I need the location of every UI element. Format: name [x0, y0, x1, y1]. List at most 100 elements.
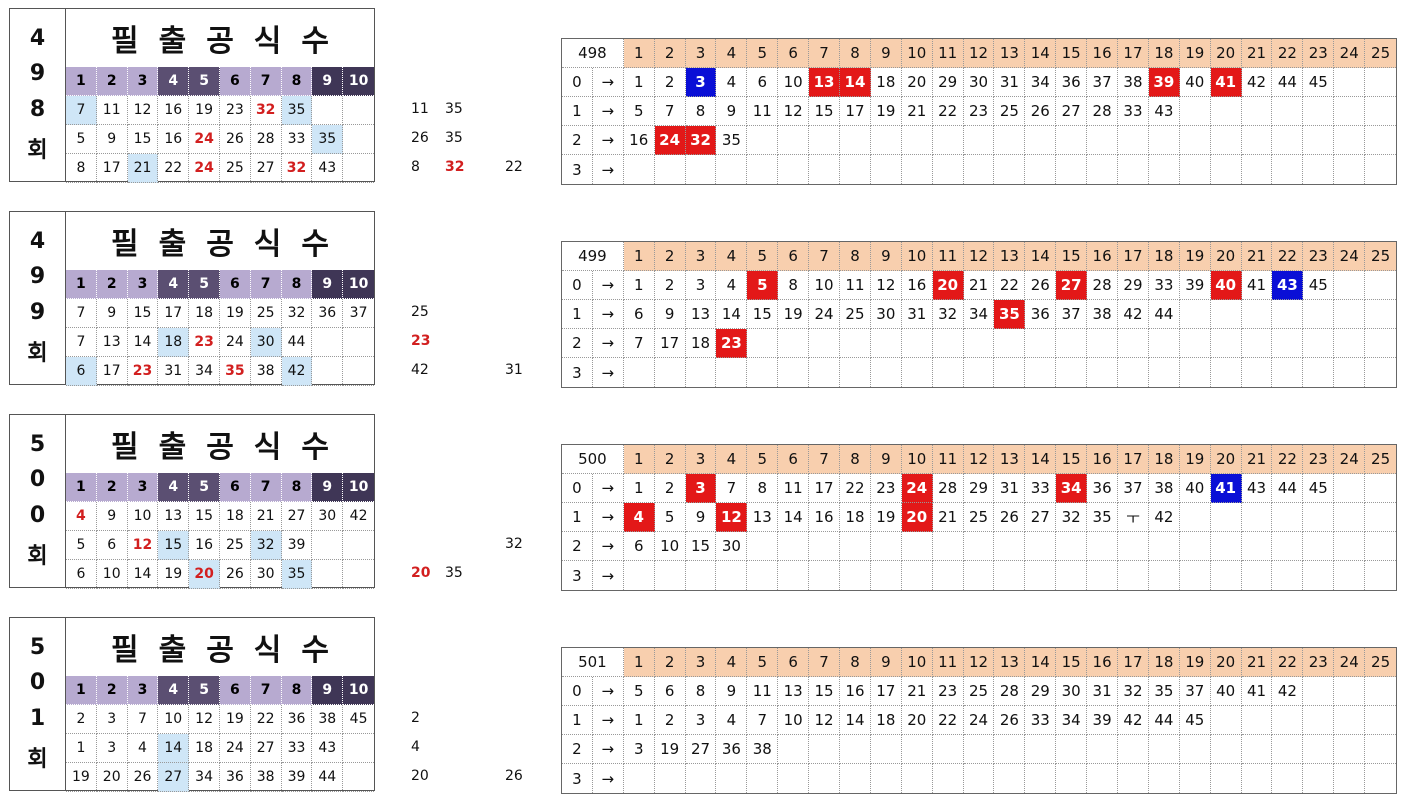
column-number[interactable]: 21 — [1241, 445, 1273, 474]
formula-cell[interactable]: 26 — [127, 763, 159, 792]
column-number[interactable]: 18 — [1148, 445, 1180, 474]
frequency-cell[interactable]: 7 — [623, 329, 655, 358]
frequency-cell[interactable] — [870, 532, 902, 561]
formula-cell[interactable]: 14 — [127, 328, 159, 357]
frequency-cell[interactable]: 12 — [778, 97, 810, 126]
header-cell[interactable]: 1 — [66, 67, 97, 96]
header-cell[interactable]: 1 — [66, 473, 97, 502]
formula-cell[interactable]: 32 — [281, 299, 313, 328]
frequency-cell[interactable]: 31 — [994, 68, 1026, 97]
frequency-cell[interactable] — [840, 532, 871, 561]
frequency-cell[interactable] — [778, 532, 810, 561]
frequency-cell[interactable] — [1365, 503, 1397, 532]
frequency-cell[interactable]: 22 — [840, 474, 871, 503]
header-cell[interactable]: 5 — [189, 67, 220, 96]
frequency-cell[interactable]: 4 — [716, 706, 748, 735]
frequency-cell[interactable] — [1365, 300, 1397, 329]
frequency-cell[interactable] — [716, 561, 748, 590]
frequency-cell[interactable]: 29 — [932, 68, 964, 97]
frequency-cell[interactable] — [1365, 97, 1397, 126]
frequency-cell[interactable]: 19 — [778, 300, 810, 329]
frequency-cell[interactable] — [1242, 358, 1273, 387]
frequency-cell[interactable] — [1087, 764, 1119, 793]
column-number[interactable]: 16 — [1087, 242, 1119, 271]
column-number[interactable]: 18 — [1148, 648, 1180, 677]
frequency-key[interactable]: 2 — [562, 735, 593, 764]
frequency-cell[interactable]: 35 — [1087, 503, 1119, 532]
frequency-cell[interactable] — [1118, 329, 1149, 358]
frequency-cell[interactable] — [901, 329, 933, 358]
frequency-cell[interactable] — [809, 764, 841, 793]
formula-cell[interactable]: 25 — [219, 154, 251, 183]
frequency-cell[interactable]: 41 — [1210, 68, 1242, 97]
column-number[interactable]: 19 — [1179, 39, 1211, 68]
frequency-cell[interactable] — [1334, 474, 1366, 503]
side-value[interactable]: 23 — [411, 333, 431, 349]
frequency-cell[interactable] — [1210, 735, 1242, 764]
frequency-cell[interactable] — [1149, 358, 1180, 387]
formula-cell[interactable] — [343, 328, 374, 357]
frequency-cell[interactable] — [1241, 97, 1273, 126]
frequency-cell[interactable] — [1056, 155, 1088, 184]
frequency-cell[interactable] — [1303, 329, 1335, 358]
header-cell[interactable]: 3 — [127, 676, 159, 705]
frequency-cell[interactable] — [964, 155, 995, 184]
frequency-cell[interactable] — [901, 735, 933, 764]
frequency-cell[interactable]: 20 — [901, 503, 933, 532]
column-number[interactable]: 9 — [870, 648, 902, 677]
frequency-cell[interactable]: ㅜ — [1118, 503, 1149, 532]
column-number[interactable]: 19 — [1179, 242, 1211, 271]
formula-cell[interactable]: 15 — [189, 502, 220, 531]
column-number[interactable]: 12 — [963, 242, 995, 271]
header-cell[interactable]: 4 — [158, 473, 190, 502]
formula-cell[interactable] — [343, 560, 374, 589]
frequency-cell[interactable]: 5 — [623, 677, 655, 706]
frequency-cell[interactable] — [1241, 126, 1273, 155]
frequency-cell[interactable] — [1365, 329, 1397, 358]
frequency-cell[interactable]: 1 — [623, 68, 655, 97]
frequency-key[interactable]: 1 — [562, 97, 593, 126]
frequency-cell[interactable] — [1211, 358, 1242, 387]
frequency-cell[interactable] — [840, 561, 871, 590]
frequency-cell[interactable]: 33 — [1148, 271, 1180, 300]
frequency-cell[interactable]: 16 — [623, 126, 655, 155]
frequency-cell[interactable] — [1272, 764, 1304, 793]
frequency-cell[interactable] — [963, 329, 995, 358]
frequency-cell[interactable]: 3 — [685, 474, 717, 503]
formula-cell[interactable]: 17 — [96, 357, 128, 386]
formula-cell[interactable]: 18 — [189, 299, 220, 328]
frequency-cell[interactable] — [870, 329, 902, 358]
frequency-cell[interactable]: 1 — [623, 271, 655, 300]
frequency-cell[interactable] — [963, 532, 995, 561]
column-number[interactable]: 8 — [840, 648, 871, 677]
frequency-cell[interactable]: 5 — [654, 503, 686, 532]
column-number[interactable]: 23 — [1303, 39, 1335, 68]
frequency-cell[interactable]: 2 — [654, 68, 686, 97]
header-cell[interactable]: 7 — [250, 270, 282, 299]
frequency-cell[interactable] — [1210, 126, 1242, 155]
frequency-cell[interactable] — [1056, 561, 1088, 590]
frequency-cell[interactable] — [1272, 532, 1304, 561]
frequency-cell[interactable] — [1087, 126, 1119, 155]
frequency-cell[interactable] — [1303, 532, 1335, 561]
frequency-cell[interactable] — [686, 358, 717, 387]
column-number[interactable]: 17 — [1118, 445, 1149, 474]
column-number[interactable]: 25 — [1365, 648, 1397, 677]
frequency-cell[interactable]: 7 — [747, 706, 779, 735]
column-number[interactable]: 9 — [870, 39, 902, 68]
formula-cell[interactable]: 34 — [189, 763, 220, 792]
formula-cell[interactable]: 5 — [66, 531, 97, 560]
frequency-cell[interactable]: 2 — [654, 474, 686, 503]
column-number[interactable]: 6 — [778, 445, 810, 474]
frequency-key[interactable]: 2 — [562, 329, 593, 358]
frequency-cell[interactable] — [716, 358, 748, 387]
formula-cell[interactable]: 43 — [312, 154, 344, 183]
frequency-cell[interactable]: 18 — [870, 706, 902, 735]
formula-cell[interactable]: 39 — [281, 763, 313, 792]
frequency-cell[interactable] — [1334, 532, 1366, 561]
frequency-cell[interactable]: 29 — [1025, 677, 1057, 706]
column-number[interactable]: 4 — [716, 242, 748, 271]
frequency-cell[interactable]: 9 — [654, 300, 686, 329]
frequency-cell[interactable]: 17 — [870, 677, 902, 706]
formula-cell[interactable]: 6 — [66, 357, 97, 386]
